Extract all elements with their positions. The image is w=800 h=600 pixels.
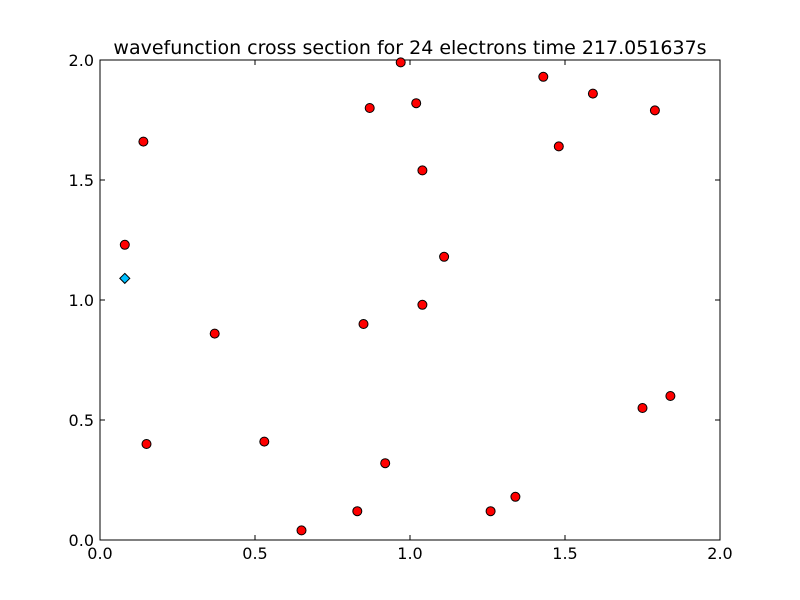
electron-point bbox=[296, 525, 307, 536]
electron-point bbox=[417, 165, 428, 176]
y-tick-label: 2.0 bbox=[69, 51, 94, 70]
x-tick-label: 0.0 bbox=[87, 544, 112, 563]
electron-point bbox=[510, 491, 521, 502]
electron-point bbox=[553, 141, 564, 152]
x-tick-label: 1.0 bbox=[397, 544, 422, 563]
electron-point bbox=[380, 458, 391, 469]
electron-point bbox=[364, 103, 375, 113]
electron-point bbox=[259, 436, 270, 447]
electron-point bbox=[209, 328, 220, 339]
axis-ticks: 0.0 0.5 1.0 1.5 2.0 0.0 0.5 1.0 1.5 2.0 bbox=[69, 51, 733, 563]
electron-point bbox=[417, 299, 428, 310]
data-points bbox=[119, 57, 676, 536]
electron-point bbox=[358, 319, 369, 329]
y-tick-label: 1.0 bbox=[69, 291, 94, 310]
y-tick-label: 0.5 bbox=[69, 411, 94, 430]
electron-point bbox=[352, 506, 363, 517]
electron-point bbox=[485, 506, 496, 517]
chart-title: wavefunction cross section for 24 electr… bbox=[113, 37, 706, 59]
electron-point bbox=[119, 239, 130, 250]
electron-point bbox=[637, 403, 648, 413]
x-tick-label: 1.5 bbox=[552, 544, 577, 563]
y-tick-label: 0.0 bbox=[69, 531, 94, 550]
electron-point bbox=[439, 251, 450, 262]
electron-point bbox=[141, 439, 152, 449]
electron-point bbox=[587, 88, 598, 99]
axes-frame bbox=[99, 59, 721, 541]
electron-point bbox=[138, 136, 149, 147]
diamond-point bbox=[119, 272, 131, 285]
electron-point bbox=[665, 391, 676, 401]
electron-point bbox=[411, 98, 422, 109]
x-tick-label: 2.0 bbox=[707, 544, 732, 563]
y-tick-label: 1.5 bbox=[69, 171, 94, 190]
x-tick-label: 0.5 bbox=[242, 544, 267, 563]
electron-point bbox=[538, 71, 549, 82]
electron-point bbox=[649, 105, 660, 116]
electron-point bbox=[395, 57, 406, 68]
